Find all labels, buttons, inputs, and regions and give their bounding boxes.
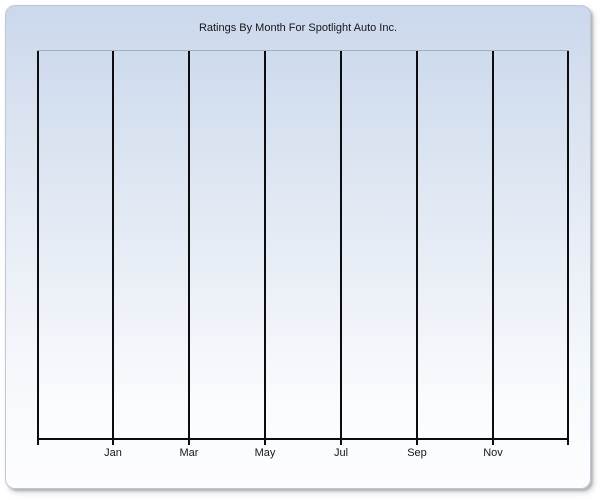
plot-area: Jan Mar May Jul Sep Nov xyxy=(37,50,569,459)
gridline xyxy=(567,51,569,445)
x-axis-label: May xyxy=(254,447,276,459)
chart-panel: Ratings By Month For Spotlight Auto Inc.… xyxy=(5,5,591,489)
gridline xyxy=(492,51,494,445)
gridline xyxy=(188,51,190,445)
gridline xyxy=(416,51,418,445)
x-axis-label: Sep xyxy=(407,447,427,459)
x-axis-label: Jan xyxy=(104,447,122,459)
x-axis-label: Mar xyxy=(179,447,199,459)
x-axis-label: Jul xyxy=(333,447,349,459)
gridline xyxy=(264,51,266,445)
y-axis-line xyxy=(37,51,39,445)
gridline xyxy=(112,51,114,445)
chart-title: Ratings By Month For Spotlight Auto Inc. xyxy=(198,22,398,34)
x-axis-label: Nov xyxy=(483,447,503,459)
gridline xyxy=(340,51,342,445)
